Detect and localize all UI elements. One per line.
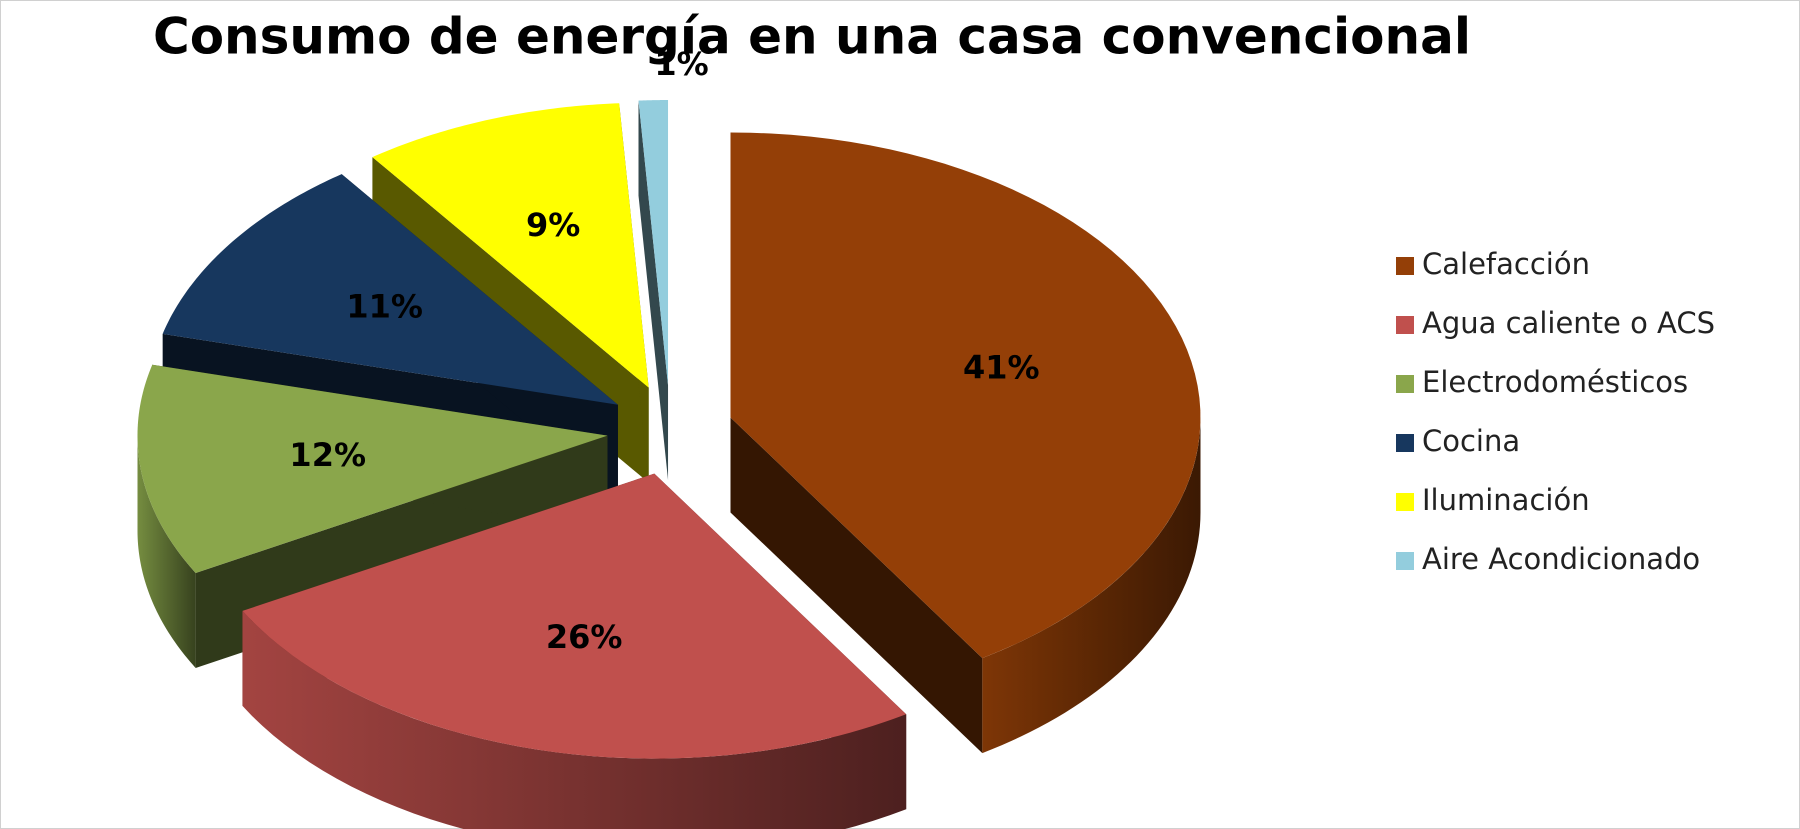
legend-label: Agua caliente o ACS <box>1422 306 1715 340</box>
slice <box>162 174 618 405</box>
slice-wall <box>982 417 1201 754</box>
data-label: 26% <box>546 618 623 656</box>
slice-group <box>638 100 669 481</box>
data-label: 12% <box>289 436 366 474</box>
data-label: 1% <box>654 45 708 83</box>
legend-swatch <box>1396 375 1414 393</box>
legend-swatch <box>1396 257 1414 275</box>
legend-swatch <box>1396 434 1414 452</box>
chart-title: Consumo de energía en una casa convencio… <box>153 8 1471 66</box>
legend-label: Aire Acondicionado <box>1422 542 1700 576</box>
legend: Calefacción Agua caliente o ACS Electrodom… <box>1396 247 1715 576</box>
legend-swatch <box>1396 316 1414 334</box>
slice-wall <box>242 610 907 829</box>
slice-side <box>638 100 669 481</box>
pie: 41% 26% 12% 11% 9% 1% <box>137 45 1201 829</box>
legend-swatch <box>1396 493 1414 511</box>
slice-group <box>730 132 1201 754</box>
slice <box>730 132 1201 659</box>
slice <box>372 103 649 388</box>
legend-swatch <box>1396 552 1414 570</box>
slice-side <box>730 417 983 754</box>
slice-wall <box>137 435 196 668</box>
legend-label: Calefacción <box>1422 247 1590 281</box>
data-label: 41% <box>963 349 1040 387</box>
legend-label: Cocina <box>1422 424 1520 458</box>
data-label: 11% <box>346 288 423 326</box>
slice <box>242 473 907 759</box>
legend-label: Iluminación <box>1422 483 1590 517</box>
legend-label: Electrodomésticos <box>1422 365 1688 399</box>
slice-group <box>242 473 907 829</box>
slice <box>137 364 608 573</box>
slice <box>638 100 669 386</box>
data-label: 9% <box>526 206 580 244</box>
